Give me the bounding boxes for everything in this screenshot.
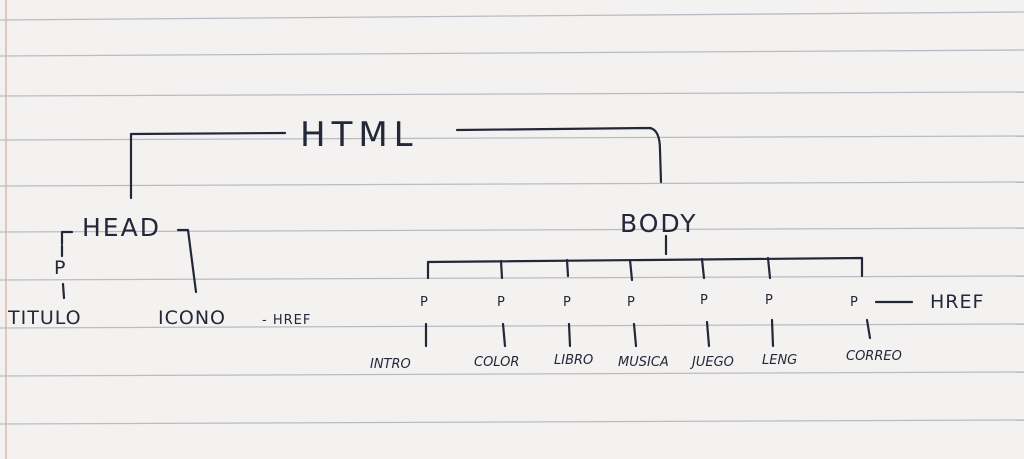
titulo-leaf: TITULO bbox=[7, 307, 82, 329]
body-p-libro: P bbox=[563, 295, 572, 310]
body-node: BODY bbox=[620, 209, 698, 238]
correo-href-attr: HREF bbox=[930, 291, 984, 313]
body-p-intro: P bbox=[420, 295, 429, 310]
leng-leaf: LENG bbox=[762, 353, 797, 368]
color-leaf: COLOR bbox=[474, 355, 519, 370]
intro-leaf: INTRO bbox=[370, 357, 411, 372]
body-leaves: INTRO COLOR LIBRO MUSICA JUEGO LENG CORR… bbox=[370, 349, 902, 372]
body-p-musica: P bbox=[627, 295, 636, 310]
html-node: HTML bbox=[300, 115, 419, 155]
icono-leaf: ICONO bbox=[158, 307, 226, 329]
head-p-node: P bbox=[54, 257, 66, 279]
body-p-juego: P bbox=[700, 293, 709, 308]
body-p-nodes: P P P P P P P bbox=[420, 293, 859, 310]
correo-leaf: CORREO bbox=[846, 349, 902, 364]
body-p-leng: P bbox=[765, 293, 774, 308]
connector-lines bbox=[60, 126, 914, 348]
body-p-correo: P bbox=[850, 295, 859, 310]
juego-leaf: JUEGO bbox=[689, 355, 734, 370]
body-p-color: P bbox=[497, 295, 506, 310]
icono-href-attr: - HREF bbox=[262, 313, 311, 328]
musica-leaf: MUSICA bbox=[618, 355, 669, 370]
head-node: HEAD bbox=[82, 213, 161, 242]
libro-leaf: LIBRO bbox=[554, 353, 593, 368]
